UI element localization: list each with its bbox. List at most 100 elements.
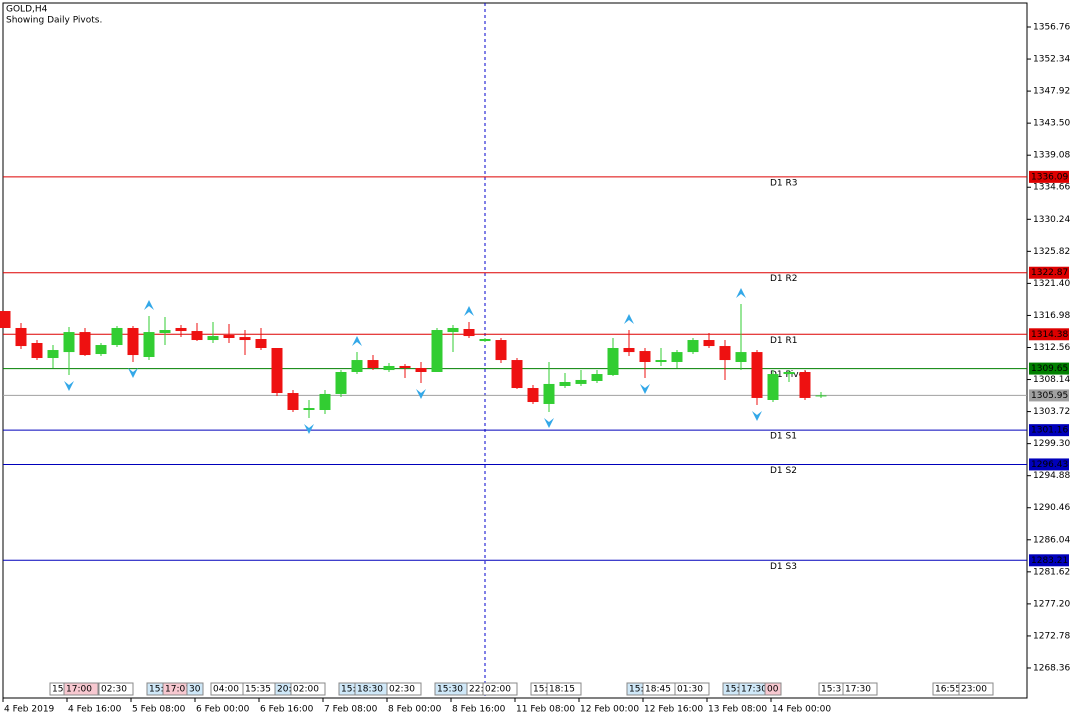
candle-body (287, 393, 299, 410)
pivot-name: D1 R1 (770, 336, 798, 346)
x-tick-label: 4 Feb 2019 (4, 705, 55, 715)
x-tick-label: 8 Feb 00:00 (388, 705, 442, 715)
candle-body (607, 347, 619, 375)
x-tick-label: 14 Feb 00:00 (772, 705, 831, 715)
x-tick-label: 13 Feb 08:00 (708, 705, 767, 715)
time-marker: 01:30 (677, 685, 703, 695)
candle-body (751, 352, 763, 398)
y-tick-label: 1352.34 (1033, 55, 1070, 65)
y-tick-label: 1294.88 (1033, 471, 1070, 481)
time-marker: 18:15 (549, 685, 575, 695)
y-tick-label: 1343.50 (1033, 119, 1070, 129)
time-marker: 17:30 (845, 685, 871, 695)
candle-body (239, 337, 251, 341)
candle-body (447, 327, 459, 333)
y-tick-label: 1334.66 (1033, 183, 1070, 193)
pivot-price-label: 1301.16 (1031, 426, 1068, 436)
fractal-up (736, 287, 746, 298)
time-marker: 15: (629, 685, 643, 695)
time-marker: 15: (341, 685, 355, 695)
time-marker: 02:00 (293, 685, 319, 695)
time-marker: 18:30 (357, 685, 383, 695)
time-marker: 17:30 (741, 685, 767, 695)
candle-body (415, 368, 427, 372)
pivot-name: D1 S2 (770, 466, 797, 476)
candle-body (303, 408, 315, 410)
candle-body (495, 340, 507, 361)
time-marker: 00 (767, 685, 779, 695)
y-tick-label: 1321.40 (1033, 279, 1070, 289)
fractal-down (64, 380, 74, 391)
time-marker: 15: (533, 685, 547, 695)
y-tick-label: 1339.08 (1033, 151, 1070, 161)
time-marker: 15: (149, 685, 163, 695)
time-marker: 15:30 (437, 685, 463, 695)
time-marker: 15:35 (245, 685, 271, 695)
pivot-price-label: 1296.43 (1031, 460, 1068, 470)
time-marker: 02:30 (101, 685, 127, 695)
candle-body (15, 327, 27, 347)
y-tick-label: 1299.30 (1033, 439, 1070, 449)
y-tick-label: 1330.24 (1033, 215, 1070, 225)
fractal-down (416, 389, 426, 400)
candle-body (719, 346, 731, 361)
candle-body (95, 345, 107, 355)
pivot-price-label: 1314.38 (1031, 330, 1068, 340)
fractal-down (544, 418, 554, 429)
y-tick-label: 1347.92 (1033, 87, 1070, 97)
candle-body (655, 360, 667, 362)
pivot-price-box (1029, 424, 1069, 437)
candle-body (367, 360, 379, 369)
current-price-label: 1305.95 (1031, 391, 1068, 401)
x-tick-label: 8 Feb 16:00 (452, 705, 506, 715)
plot-frame (2, 2, 1028, 699)
x-tick-label: 12 Feb 00:00 (580, 705, 639, 715)
candle-body (431, 330, 443, 372)
candle-body (191, 331, 203, 341)
x-tick-label: 6 Feb 16:00 (260, 705, 314, 715)
time-marker-box (764, 682, 782, 696)
pivot-price-box (1029, 266, 1069, 279)
candle-body (575, 379, 587, 384)
time-marker-box (63, 682, 99, 696)
candle-body (79, 332, 91, 356)
candle-body (255, 339, 267, 348)
pivot-name: D1 R3 (770, 178, 798, 188)
time-marker: 23:00 (961, 685, 987, 695)
candle-body (319, 393, 331, 410)
time-marker-box (98, 682, 134, 696)
fractal-down (304, 423, 314, 434)
candle-body (559, 382, 571, 386)
fractal-down (128, 367, 138, 378)
candle-body (127, 327, 139, 356)
candle-body (335, 371, 347, 394)
x-tick-label: 4 Feb 16:00 (68, 705, 122, 715)
time-marker: 17:01 (165, 685, 191, 695)
time-marker: 02:30 (389, 685, 415, 695)
pivot-price-box (1029, 362, 1069, 375)
y-tick-label: 1356.76 (1033, 23, 1070, 33)
candle-body (767, 374, 779, 400)
candle-body (815, 395, 827, 397)
pivot-price-box (1029, 170, 1069, 183)
candle-body (223, 335, 235, 338)
y-tick-label: 1272.78 (1033, 631, 1070, 641)
candle-body (591, 374, 603, 381)
fractal-up (624, 314, 634, 325)
candle-body (511, 360, 523, 389)
time-marker-box (386, 682, 422, 696)
y-tick-label: 1290.46 (1033, 503, 1070, 513)
candle-body (47, 350, 59, 359)
candle-body (383, 365, 395, 371)
pivot-price-box (1029, 554, 1069, 567)
x-tick-label: 12 Feb 16:00 (644, 705, 703, 715)
time-marker-box (290, 682, 326, 696)
time-marker-box (186, 682, 204, 696)
fractal-up (464, 306, 474, 317)
pivot-name: D1 S1 (770, 432, 797, 442)
x-tick-label: 6 Feb 00:00 (196, 705, 250, 715)
time-marker: 15: (52, 685, 66, 695)
candle-body (703, 340, 715, 347)
fractal-up (352, 336, 362, 347)
